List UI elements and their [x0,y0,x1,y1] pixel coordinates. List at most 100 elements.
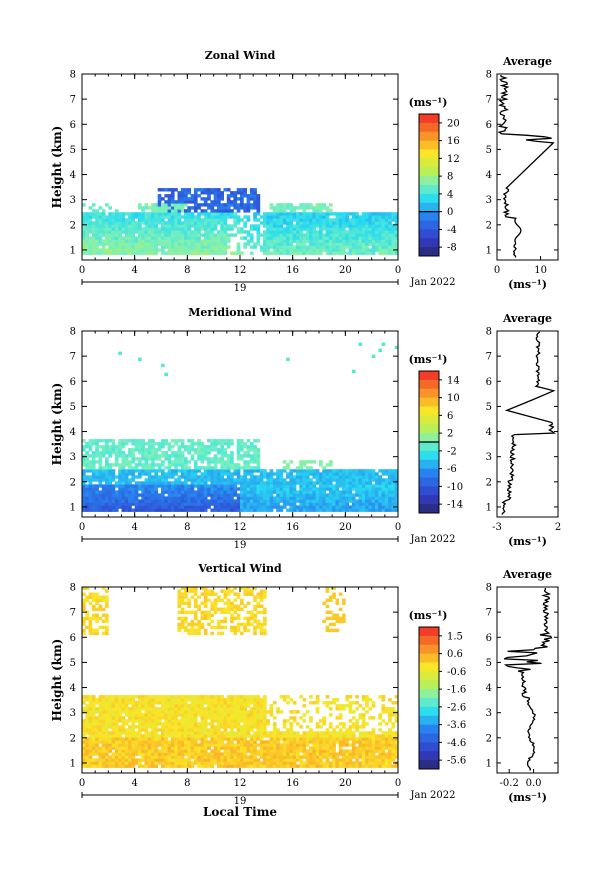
heatmap-cell [124,487,129,491]
heatmap-cell [111,475,116,479]
heatmap-cell [197,728,201,732]
heatmap-cell [240,704,244,708]
heatmap-cell [82,586,86,590]
heatmap-cell [105,701,109,705]
heatmap-cell [319,460,323,464]
heatmap-cell [299,215,303,219]
heatmap-cell [170,719,175,723]
heatmap-cell [243,722,247,726]
x-tick-label: 20 [339,522,352,533]
heatmap-cell [338,505,343,509]
heatmap-cell [101,496,106,500]
heatmap-cell [220,248,224,252]
heatmap-cell [217,496,221,500]
heatmap-cell [246,716,251,720]
heatmap-cell [236,749,241,753]
heatmap-cell [134,719,139,723]
heatmap-cell [197,203,201,207]
heatmap-cell [154,215,159,219]
heatmap-cell [101,233,106,237]
heatmap-cell [312,472,317,476]
heatmap-cell [138,221,142,225]
heatmap-cell [319,248,323,252]
heatmap-cell [286,236,290,240]
heatmap-cell [203,203,208,207]
heatmap-cell [378,227,382,231]
heatmap-cell [388,227,392,231]
heatmap-cell [299,239,303,243]
heatmap-cell [223,505,228,509]
heatmap-cell [230,719,234,723]
heatmap-cell [167,460,172,464]
heatmap-cell [299,487,303,491]
heatmap-cell [151,215,155,219]
heatmap-cell [312,218,317,222]
heatmap-cell [184,764,188,768]
heatmap-cell [249,194,254,198]
heatmap-cell [368,233,373,237]
heatmap-cell [121,761,126,765]
heatmap-cell [319,490,323,494]
heatmap-cell [154,505,159,509]
heatmap-cell [236,698,241,702]
heatmap-cell [246,616,251,621]
heatmap-cell [233,761,238,765]
heatmap-cell [233,469,238,473]
heatmap-cell [210,442,215,446]
heatmap-cell [272,239,277,243]
heatmap-cell [230,439,234,443]
heatmap-cell [328,224,333,228]
heatmap-cell [134,481,139,485]
heatmap-cell [332,490,336,494]
heatmap-cell [296,227,300,231]
heatmap-cell [111,233,116,237]
heatmap-cell [187,251,191,255]
heatmap-cell [180,508,185,512]
heatmap-cell [213,469,218,473]
heatmap-cell [128,481,132,485]
heatmap-cell [272,221,277,225]
heatmap-cell [325,475,330,479]
heatmap-cell [253,439,257,443]
heatmap-cell [240,206,244,210]
heatmap-cell [147,227,152,231]
average-y-tick-label: 7 [486,352,492,363]
heatmap-cell [121,752,126,756]
heatmap-cell [147,749,152,753]
heatmap-cell [384,478,389,482]
heatmap-cell [319,242,323,246]
heatmap-cell [368,227,373,231]
heatmap-cell [210,242,215,246]
heatmap-cell [105,737,109,741]
heatmap-cell [138,251,142,255]
heatmap-cell [128,469,132,473]
heatmap-cell [210,206,215,210]
heatmap-cell [259,487,264,491]
heatmap-cell [243,475,247,479]
average-title: Average [502,55,552,68]
heatmap-cell [292,206,297,210]
heatmap-cell [223,737,228,741]
heatmap-cell [134,749,139,753]
heatmap-cell [309,493,313,497]
heatmap-cell [282,203,287,207]
heatmap-cell [147,481,152,485]
heatmap-cell [190,586,195,590]
heatmap-cell [220,619,224,624]
heatmap-cell [200,239,205,243]
heatmap-cell [167,203,172,207]
heatmap-cell [243,215,247,219]
heatmap-cell [114,239,119,243]
heatmap-cell [124,242,129,246]
heatmap-cell [170,460,175,464]
heatmap-cell [213,251,218,255]
heatmap-cell [193,236,198,240]
heatmap-cell [161,499,165,503]
heatmap-cell [217,707,221,711]
heatmap-cell [246,728,251,732]
heatmap-cell [144,484,149,488]
heatmap-cell [203,499,208,503]
heatmap-cell [151,502,155,506]
heatmap-cell [118,445,122,449]
heatmap-cell [266,239,270,243]
